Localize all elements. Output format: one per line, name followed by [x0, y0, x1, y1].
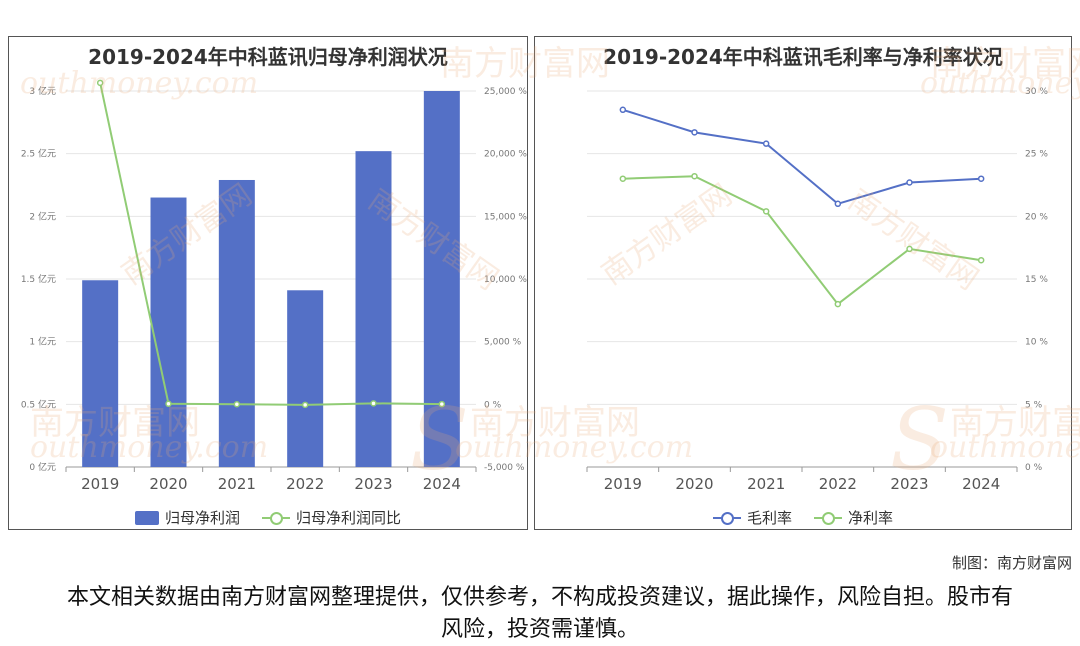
- point-gross-margin: [977, 175, 985, 182]
- net-profit-chart-panel: 0 亿元 0.5 亿元 1 亿元 1.5 亿元 2 亿元 2.5 亿元 3 亿元 -5,000…: [8, 36, 528, 530]
- point-gross-margin: [691, 129, 698, 136]
- bar-net-profit: [287, 290, 324, 467]
- point-net-margin: [906, 245, 913, 253]
- legend-label: 毛利率: [746, 509, 792, 527]
- y-tick-label-left: 0.5 亿元: [21, 398, 56, 410]
- y-tick-label-right: 25,000 %: [484, 87, 527, 97]
- point-net-profit-yoy: [301, 401, 309, 409]
- legend-item-gross-margin[interactable]: 毛利率: [712, 507, 792, 528]
- line-gross-margin: [622, 108, 982, 205]
- legend-item-net-profit-yoy[interactable]: 归母净利润同比: [262, 507, 401, 528]
- x-tick-label: 2019: [81, 475, 119, 493]
- point-gross-margin: [906, 179, 913, 186]
- x-tick-label: 2022: [819, 475, 857, 493]
- x-tick-label: 2023: [890, 475, 928, 493]
- y-tick-label-right: 20,000 %: [484, 150, 527, 160]
- y-tick-label-left: 1 亿元: [29, 336, 56, 348]
- point-net-margin: [691, 172, 698, 180]
- disclaimer-text: 本文相关数据由南方财富网整理提供，仅供参考，不构成投资建议，据此操作，风险自担。…: [66, 585, 1013, 642]
- point-gross-margin: [762, 140, 770, 147]
- chart-title: 2019-2024年中科蓝讯毛利率与净利率状况: [603, 45, 1003, 69]
- x-tick-label: 2020: [149, 475, 187, 493]
- margin-chart: 0 % 5 % 10 % 15 % 20 % 25 % 30 % 2019 2020 2021 20…: [586, 87, 1048, 493]
- legend-bar-swatch: [134, 510, 159, 525]
- point-net-profit-yoy: [370, 400, 377, 407]
- y-tick-label: 10 %: [1025, 338, 1048, 348]
- y-tick-label: 25 %: [1025, 150, 1048, 160]
- chart-title: 2019-2024年中科蓝讯归母净利润状况: [88, 45, 448, 69]
- bar-net-profit: [82, 280, 119, 467]
- legend-label: 归母净利润同比: [296, 509, 402, 527]
- line-net-profit-yoy: [99, 82, 442, 406]
- legend-item-net-margin[interactable]: 净利率: [814, 507, 893, 528]
- point-net-margin: [762, 208, 770, 215]
- y-tick-label-left: 2 亿元: [29, 210, 56, 222]
- legend-label: 净利率: [848, 509, 894, 527]
- y-tick-label: 15 %: [1025, 275, 1048, 285]
- y-tick-label-left: 3 亿元: [29, 85, 56, 97]
- legend-line-swatch: [712, 511, 741, 525]
- point-net-margin: [977, 256, 985, 264]
- point-net-profit-yoy: [233, 401, 241, 408]
- x-tick-label: 2020: [675, 475, 713, 493]
- x-tick-label: 2021: [747, 475, 785, 493]
- legend-item-net-profit[interactable]: 归母净利润: [134, 507, 240, 528]
- bar-net-profit: [150, 197, 187, 468]
- y-tick-label-left: 1.5 亿元: [21, 273, 56, 285]
- x-tick-label: 2019: [604, 475, 642, 493]
- line-net-margin: [622, 175, 982, 306]
- point-net-profit-yoy: [165, 400, 172, 408]
- margin-chart-panel: 0 % 5 % 10 % 15 % 20 % 25 % 30 % 2019 2020 2021 20…: [534, 36, 1072, 530]
- y-tick-label-left: 0 亿元: [29, 461, 56, 473]
- y-tick-label-right: -5,000 %: [484, 463, 525, 473]
- legend-line-swatch: [262, 511, 290, 525]
- y-tick-label-right: 10,000 %: [484, 275, 527, 285]
- x-tick-label: 2023: [354, 475, 392, 493]
- y-tick-label: 5 %: [1025, 400, 1043, 410]
- y-tick-label: 30 %: [1025, 87, 1048, 97]
- y-tick-label-right: 15,000 %: [484, 212, 527, 222]
- legend-label: 归母净利润: [164, 509, 240, 527]
- x-tick-label: 2024: [962, 475, 1000, 493]
- x-tick-label: 2021: [218, 475, 256, 493]
- point-gross-margin: [619, 106, 627, 114]
- y-tick-label: 0 %: [1025, 463, 1043, 473]
- net-profit-chart: 0 亿元 0.5 亿元 1 亿元 1.5 亿元 2 亿元 2.5 亿元 3 亿元 -5,000…: [21, 79, 527, 493]
- x-tick-label: 2022: [286, 475, 324, 493]
- x-tick-label: 2024: [423, 475, 461, 493]
- point-net-profit-yoy: [438, 400, 446, 408]
- point-net-margin: [834, 300, 842, 308]
- y-tick-label-right: 0 %: [484, 400, 502, 410]
- legend-line-swatch: [814, 511, 842, 525]
- y-tick-label-right: 5,000 %: [484, 338, 522, 348]
- y-tick-label: 20 %: [1025, 212, 1048, 222]
- chart-legend: 毛利率 净利率: [535, 507, 1071, 528]
- chart-legend: 归母净利润 归母净利润同比: [9, 507, 527, 528]
- y-tick-label-left: 2.5 亿元: [21, 148, 56, 160]
- point-net-profit-yoy: [96, 79, 104, 87]
- point-net-margin: [619, 175, 627, 182]
- chart-credit: 制图：南方财富网: [951, 554, 1072, 572]
- point-gross-margin: [834, 200, 842, 208]
- bar-net-profit: [423, 91, 460, 467]
- bar-net-profit: [218, 179, 255, 467]
- bar-net-profit: [355, 151, 392, 467]
